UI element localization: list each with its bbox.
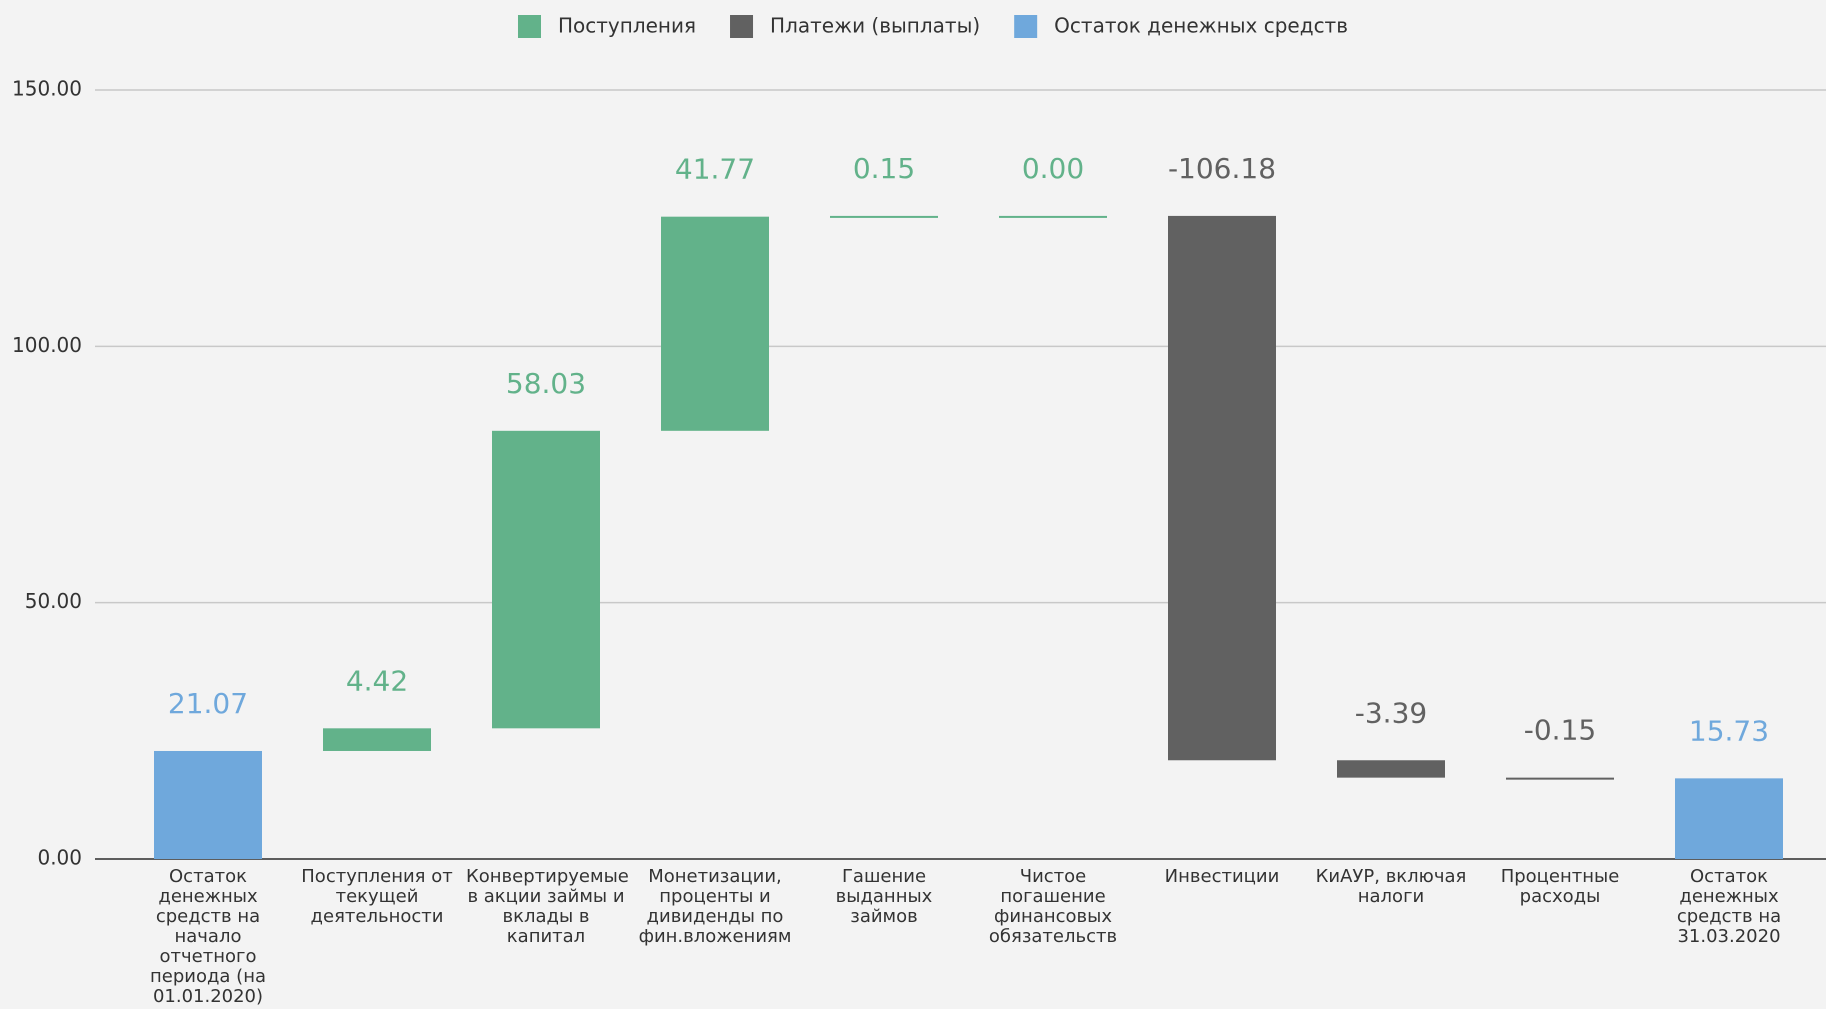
x-tick-label: Остаток денежных средств на 31.03.2020 [1676, 866, 1782, 947]
bar [323, 728, 431, 751]
data-label: -3.39 [1355, 696, 1427, 729]
x-tick-label: КиАУР, включая налоги [1315, 866, 1467, 907]
data-label: -106.18 [1168, 152, 1276, 185]
y-tick-label: 150.00 [12, 77, 82, 101]
data-label: 4.42 [346, 664, 408, 697]
bar [1675, 778, 1783, 859]
x-tick-label: Поступления от текущей деятельности [301, 866, 453, 927]
data-label: 0.00 [1022, 152, 1084, 185]
x-tick-label: Инвестиции [1164, 866, 1280, 887]
legend-label: Платежи (выплаты) [770, 14, 980, 38]
legend-swatch [730, 15, 754, 38]
x-tick-label: Гашение выданных займов [835, 866, 933, 927]
y-tick-label: 100.00 [12, 333, 82, 357]
data-label: 58.03 [506, 367, 586, 400]
legend-swatch [517, 15, 541, 38]
bar [492, 430, 600, 729]
x-tick-label: Монетизации, проценты и дивиденды по фин… [638, 866, 792, 947]
bar [154, 750, 262, 859]
y-tick-label: 50.00 [25, 589, 82, 613]
x-tick-label: Остаток денежных средств на начало отчет… [150, 866, 266, 1007]
data-label: -0.15 [1524, 714, 1596, 747]
x-tick-label: Чистое погашение финансовых обязательств [988, 866, 1118, 947]
data-label: 0.15 [853, 152, 915, 185]
data-label: 21.07 [168, 687, 248, 720]
x-tick-label: Конвертируемые в акции займы и вклады в … [466, 866, 629, 947]
legend: Поступления Платежи (выплаты) Остаток дене… [517, 14, 1348, 38]
legend-swatch [1014, 15, 1038, 38]
bar [1506, 777, 1614, 780]
x-tick-label: Процентные расходы [1500, 866, 1620, 907]
bar [999, 215, 1107, 218]
legend-label: Остаток денежных средств [1054, 14, 1348, 38]
bar [830, 215, 938, 218]
bar [661, 216, 769, 431]
data-label: 15.73 [1689, 714, 1769, 747]
bar [1168, 215, 1276, 761]
data-label: 41.77 [675, 153, 755, 186]
legend-label: Поступления [558, 14, 696, 38]
y-tick-label: 0.00 [37, 846, 82, 870]
bar [1337, 760, 1445, 778]
